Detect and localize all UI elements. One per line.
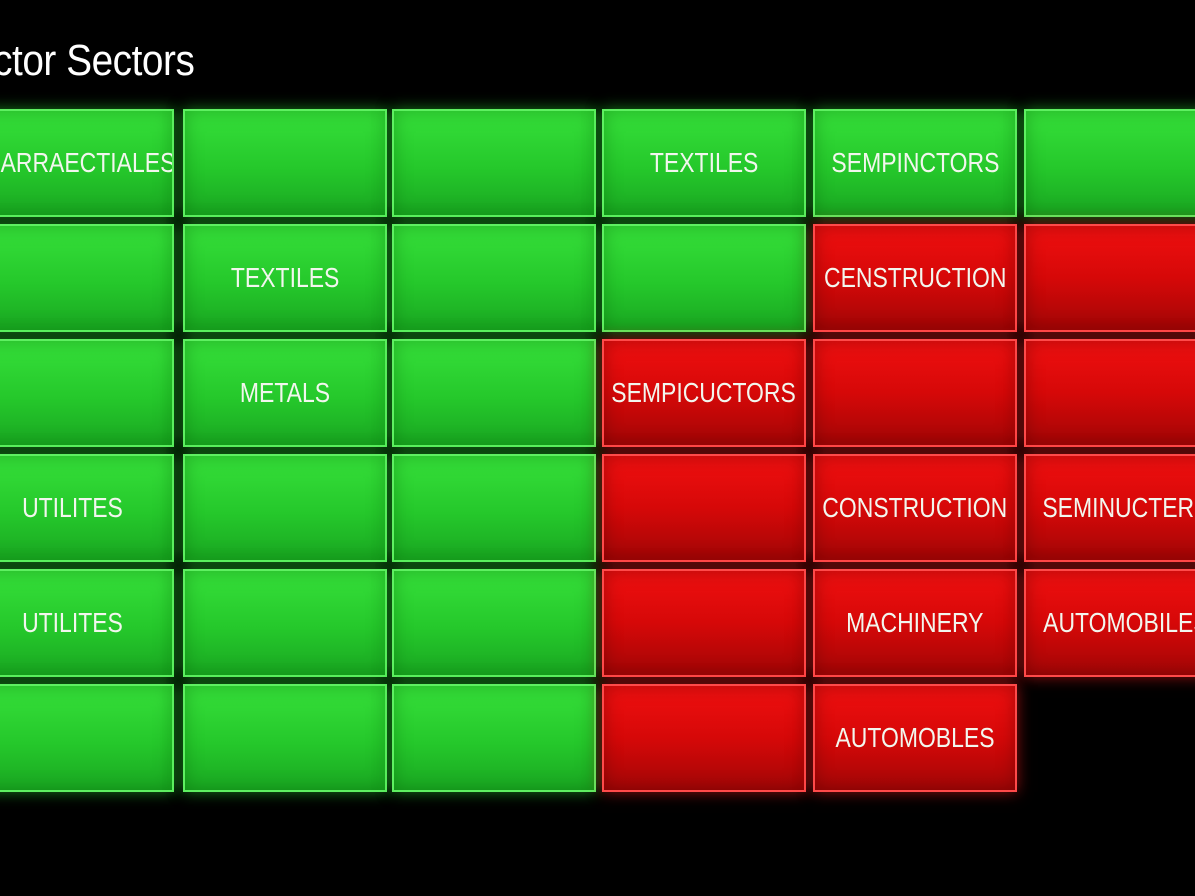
sector-tile-label: CENSTRUCTION [823, 262, 1007, 293]
sector-tile-r4c3[interactable] [392, 454, 596, 562]
sector-tile-r4c4[interactable] [602, 454, 806, 562]
sector-tile-label: MACHINERY [846, 607, 984, 638]
sector-tile-r5c3[interactable] [392, 569, 596, 677]
sector-tile-r2c4[interactable] [602, 224, 806, 332]
sector-tile-r6c2[interactable] [183, 684, 387, 792]
sector-tile-label: PHARRAECTIALES [0, 147, 174, 178]
sector-tile-label: TEXTILES [649, 147, 759, 178]
sector-tile-r4c2[interactable] [183, 454, 387, 562]
sector-tile-r5c6[interactable]: AUTOMOBILES [1024, 569, 1195, 677]
sector-tile-label: TEXTILES [230, 262, 340, 293]
sector-tile-r3c5[interactable] [813, 339, 1017, 447]
sector-tile-r5c2[interactable] [183, 569, 387, 677]
sector-tile-r4c6[interactable]: SEMINUCTERS [1024, 454, 1195, 562]
sector-tile-r2c1[interactable] [0, 224, 174, 332]
sector-tile-label: SEMPINCTORS [831, 147, 1000, 178]
sector-tile-r2c2[interactable]: TEXTILES [183, 224, 387, 332]
sector-tile-r6c4[interactable] [602, 684, 806, 792]
sector-tile-r4c1[interactable]: UTILITES [0, 454, 174, 562]
sector-tile-r1c4[interactable]: TEXTILES [602, 109, 806, 217]
sector-tile-r1c2[interactable] [183, 109, 387, 217]
sector-tile-r1c3[interactable] [392, 109, 596, 217]
sector-tile-r4c5[interactable]: CONSTRUCTION [813, 454, 1017, 562]
sector-tile-r5c4[interactable] [602, 569, 806, 677]
sector-tile-r6c1[interactable] [0, 684, 174, 792]
sector-tile-label: METALS [239, 377, 331, 408]
sector-tile-r3c4[interactable]: SEMPICUCTORS [602, 339, 806, 447]
sector-tile-label: UTILITES [21, 607, 123, 638]
sector-tile-r1c5[interactable]: SEMPINCTORS [813, 109, 1017, 217]
sector-tile-r5c5[interactable]: MACHINERY [813, 569, 1017, 677]
sector-tile-r3c6[interactable] [1024, 339, 1195, 447]
sector-tile-r5c1[interactable]: UTILITES [0, 569, 174, 677]
sector-tile-r1c1[interactable]: PHARRAECTIALES [0, 109, 174, 217]
sector-tile-r2c5[interactable]: CENSTRUCTION [813, 224, 1017, 332]
sector-tile-r1c6[interactable] [1024, 109, 1195, 217]
sector-tile-label: SEMINUCTERS [1042, 492, 1195, 523]
sector-tile-r2c3[interactable] [392, 224, 596, 332]
sector-tile-label: CONSTRUCTION [822, 492, 1008, 523]
sector-tile-r3c1[interactable] [0, 339, 174, 447]
sector-tile-label: SEMPICUCTORS [611, 377, 797, 408]
sector-tile-label: AUTOMOBLES [835, 722, 995, 753]
sector-tile-r3c2[interactable]: METALS [183, 339, 387, 447]
sector-tile-r6c3[interactable] [392, 684, 596, 792]
sector-tile-label: AUTOMOBILES [1043, 607, 1195, 638]
sector-tile-r3c3[interactable] [392, 339, 596, 447]
sector-tile-label: UTILITES [21, 492, 123, 523]
sector-tile-r6c5[interactable]: AUTOMOBLES [813, 684, 1017, 792]
sector-tile-r2c6[interactable] [1024, 224, 1195, 332]
page-title: ector Sectors [0, 36, 195, 85]
